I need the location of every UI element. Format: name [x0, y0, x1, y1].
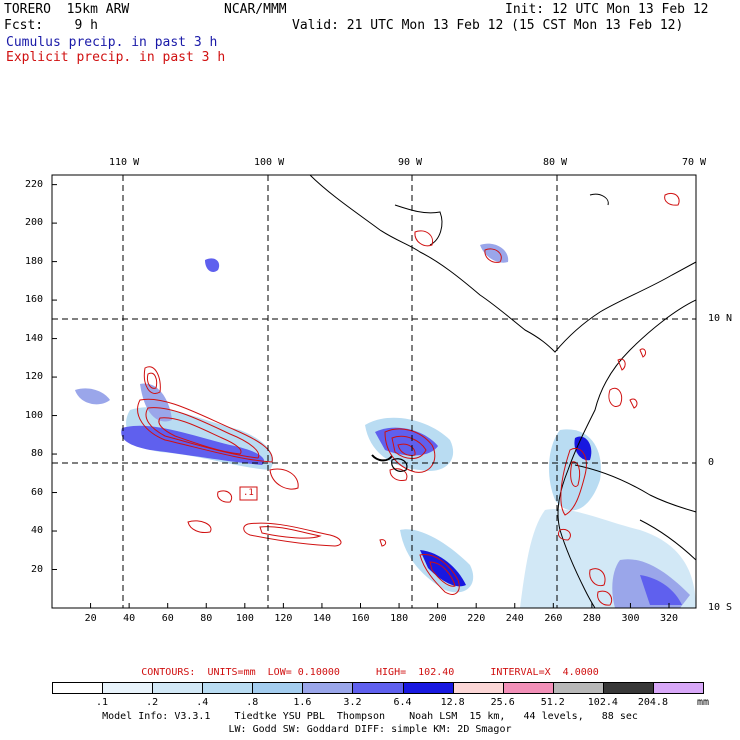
y-tick-label: 160: [25, 294, 44, 306]
lon-label: 100 W: [254, 157, 285, 168]
bin-label: .2: [146, 697, 159, 708]
y-tick-label: 120: [25, 371, 44, 383]
color-swatch: [452, 682, 504, 694]
x-tick-label: 260: [544, 613, 563, 624]
x-tick-label: 140: [312, 613, 331, 624]
bin-label: 12.8: [440, 697, 465, 708]
model-title: TORERO 15km ARW: [4, 2, 130, 17]
y-tick-label: 180: [25, 255, 44, 267]
contours-info: CONTOURS: UNITS=mm LOW= 0.10000 HIGH= 10…: [141, 667, 599, 678]
color-swatch: [552, 682, 604, 694]
x-tick-label: 320: [660, 613, 679, 624]
bin-label: .1: [96, 697, 109, 708]
lon-label: 110 W: [109, 157, 140, 168]
precip-area: [640, 575, 682, 605]
explicit-contours: [137, 192, 680, 606]
label-box: [239, 486, 258, 501]
color-swatch: [52, 682, 104, 694]
precip-area: [75, 388, 110, 405]
precip-area: [420, 550, 466, 587]
lat-label: 0: [708, 457, 715, 468]
x-tick-label: 80: [200, 613, 213, 624]
y-tick-label: 60: [31, 486, 44, 498]
cumulus-precip: [75, 243, 696, 608]
y-tick-label: 220: [25, 178, 44, 190]
bin-label: 6.4: [393, 697, 412, 708]
precip-area: [140, 383, 172, 422]
y-tick-label: 40: [31, 525, 44, 537]
lon-label: 90 W: [398, 157, 423, 168]
forecast-hour: Fcst: 9 h: [4, 18, 98, 33]
precip-area: [480, 243, 509, 263]
x-tick-label: 40: [123, 613, 136, 624]
y-tick-label: 20: [31, 563, 44, 575]
precip-area: [574, 436, 592, 461]
color-swatch: [652, 682, 704, 694]
bin-label: 25.6: [490, 697, 515, 708]
bin-label: 102.4: [587, 697, 618, 708]
x-tick-label: 100: [235, 613, 254, 624]
color-swatch: [352, 682, 404, 694]
lon-label: 80 W: [543, 157, 568, 168]
bin-label: 3.2: [343, 697, 362, 708]
bin-label: 1.6: [293, 697, 312, 708]
org-label: NCAR/MMM: [224, 2, 287, 17]
map-frame: [51, 174, 697, 609]
color-swatch: [202, 682, 254, 694]
precip-area: [205, 258, 220, 272]
color-swatch: [102, 682, 154, 694]
cumulus-legend-label: Cumulus precip. in past 3 h: [6, 35, 218, 50]
lat-label: 10 N: [708, 313, 733, 324]
bin-label: 51.2: [540, 697, 565, 708]
lon-label: 70 W: [682, 157, 707, 168]
bin-label: 204.8: [637, 697, 668, 708]
color-swatch: [302, 682, 354, 694]
map-content: [52, 175, 696, 608]
x-tick-label: 240: [505, 613, 524, 624]
y-tick-label: 100: [25, 409, 44, 421]
y-tick-label: 140: [25, 332, 44, 344]
color-swatch: [252, 682, 304, 694]
precip-area: [375, 427, 438, 456]
x-tick-label: 280: [582, 613, 601, 624]
model-info-line2: LW: Godd SW: Goddard DIFF: simple KM: 2D…: [228, 724, 512, 735]
heavy-precip-patch: [391, 458, 408, 472]
valid-time: Valid: 21 UTC Mon 13 Feb 12 (15 CST Mon …: [292, 18, 684, 33]
x-tick-label: 180: [390, 613, 409, 624]
bin-label: .8: [246, 697, 259, 708]
bin-label: .4: [196, 697, 209, 708]
explicit-legend-label: Explicit precip. in past 3 h: [6, 50, 226, 65]
lat-label: 10 S: [708, 602, 733, 613]
y-tick-label: 80: [31, 448, 44, 460]
color-swatch: [602, 682, 654, 694]
y-tick-label: 200: [25, 217, 44, 229]
lat-lon-grid: [52, 175, 696, 608]
label-box-text: .1: [243, 488, 254, 498]
x-tick-label: 220: [467, 613, 486, 624]
init-time: Init: 12 UTC Mon 13 Feb 12: [505, 2, 709, 17]
model-info-line1: Model Info: V3.3.1 Tiedtke YSU PBL Thomp…: [102, 711, 638, 722]
color-swatch: [502, 682, 554, 694]
axis-ticks: [52, 184, 670, 608]
color-swatch: [152, 682, 204, 694]
x-tick-label: 160: [351, 613, 370, 624]
x-tick-label: 20: [84, 613, 97, 624]
coastlines: [309, 175, 696, 608]
x-tick-label: 120: [274, 613, 293, 624]
x-tick-label: 300: [621, 613, 640, 624]
x-tick-label: 60: [161, 613, 174, 624]
unit-label: mm: [697, 697, 710, 708]
x-tick-label: 200: [428, 613, 447, 624]
color-swatch: [402, 682, 454, 694]
